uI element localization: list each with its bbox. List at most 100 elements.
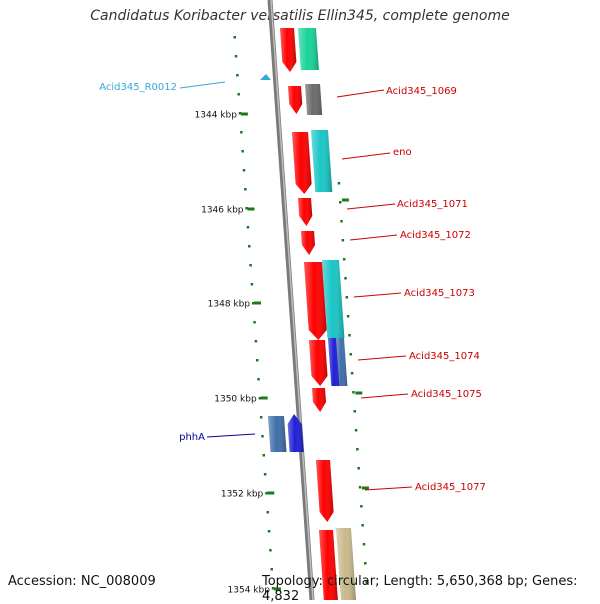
scale-dot [254,340,258,343]
scale-label: 1344 kbp [195,111,238,121]
scale-dot [233,36,237,39]
scale-dot [265,492,268,495]
scale-dot [271,587,275,590]
outer-dot [357,467,360,470]
scale-dot [244,188,247,191]
scale-dot [255,359,259,362]
scale-dot [242,169,246,172]
feature-label: Acid345_1072 [400,230,471,241]
scale-dot [262,454,266,457]
feature-label: Acid345_1071 [397,199,468,210]
map-title: Candidatus Koribacter versatilis Ellin34… [90,8,510,24]
feature-label: Acid345_1074 [409,351,480,362]
rna-marker [260,74,271,80]
scale-label: 1348 kbp [208,300,251,310]
outer-dot [342,258,346,261]
scale-dot [236,74,239,77]
label-leader-line [341,152,391,160]
scale-dot [249,264,252,267]
outer-dot [349,353,353,356]
scale-dot [241,150,244,153]
cog-bar-shade [336,528,357,600]
outer-dot [358,486,362,489]
outer-dot [356,448,359,451]
scale-dot [269,549,272,552]
outer-dot [348,334,351,337]
feature-label: phhA [179,432,205,443]
cog-bar-shade [298,28,319,70]
cog-bar-shade [311,130,333,192]
feature-label: Acid345_1069 [386,86,457,97]
scale-dot [253,321,256,324]
gene-arrow-shade [280,28,297,72]
gene-arrow-shade [292,132,312,194]
scale-dot [261,435,264,438]
label-leader-line [364,486,413,491]
outer-major-tick [341,198,349,202]
label-leader-line [206,433,256,438]
outer-dot [341,239,345,242]
label-leader-line [336,89,385,98]
outer-dot [353,410,356,413]
scale-label: 1352 kbp [221,490,264,500]
backbone-highlight [270,0,314,600]
cog-bar-shade [336,338,348,386]
feature-label: Acid345_R0012 [99,82,177,93]
label-leader-line [360,393,409,399]
scale-major-tick [247,207,255,211]
outer-major-tick [355,391,363,395]
gene-arrow-shade [316,460,334,522]
scale-dot [257,378,260,381]
outer-dot [337,182,341,185]
outer-dot [354,429,358,432]
topology-value: Topology: circular [262,574,376,589]
cog-bar-shade [322,260,345,338]
scale-dot [267,530,271,533]
scale-dot [270,568,273,571]
scale-major-tick [240,112,248,116]
scale-dot [263,473,267,476]
topology-text: Topology: circular; Length: 5,650,368 bp;… [262,574,578,604]
outer-dot [364,562,367,565]
label-leader-line [357,355,407,361]
scale-dot [250,283,254,286]
cog-bar-shade [268,416,287,452]
accession-text: Accession: NC_008009 [8,574,156,589]
scale-dot [258,397,262,400]
scale-dot [238,112,242,115]
gene-arrow-shade [288,86,303,114]
outer-dot [338,201,342,204]
backbone-line [267,0,315,600]
outer-dot [340,220,343,223]
scale-dot [234,55,238,58]
outer-dot [350,372,354,375]
gene-arrow-shade [312,388,326,412]
cog-bar-shade [305,84,323,115]
scale-major-tick [254,301,262,305]
scale-dot [246,226,250,229]
scale-label: 1354 kbp [228,586,271,596]
label-leader-line [349,234,398,241]
scale-dot [237,93,240,96]
feature-label: Acid345_1075 [411,389,482,400]
feature-label: eno [393,147,412,158]
outer-dot [365,581,368,584]
feature-label: Acid345_1077 [415,482,486,493]
outer-dot [360,505,363,508]
scale-dot [259,416,263,419]
scale-dot [248,245,251,248]
outer-dot [361,524,364,527]
outer-dot [344,277,347,280]
gene-arrow-shade [304,262,327,340]
gene-arrow-shade [298,198,313,226]
scale-dot [251,302,255,305]
gene-arrow-shade [309,340,328,386]
outer-major-tick [361,486,369,490]
feature-label: Acid345_1073 [404,288,475,299]
outer-dot [345,296,349,299]
scale-major-tick [260,396,268,400]
outer-dot [346,315,350,318]
scale-dot [266,511,270,514]
